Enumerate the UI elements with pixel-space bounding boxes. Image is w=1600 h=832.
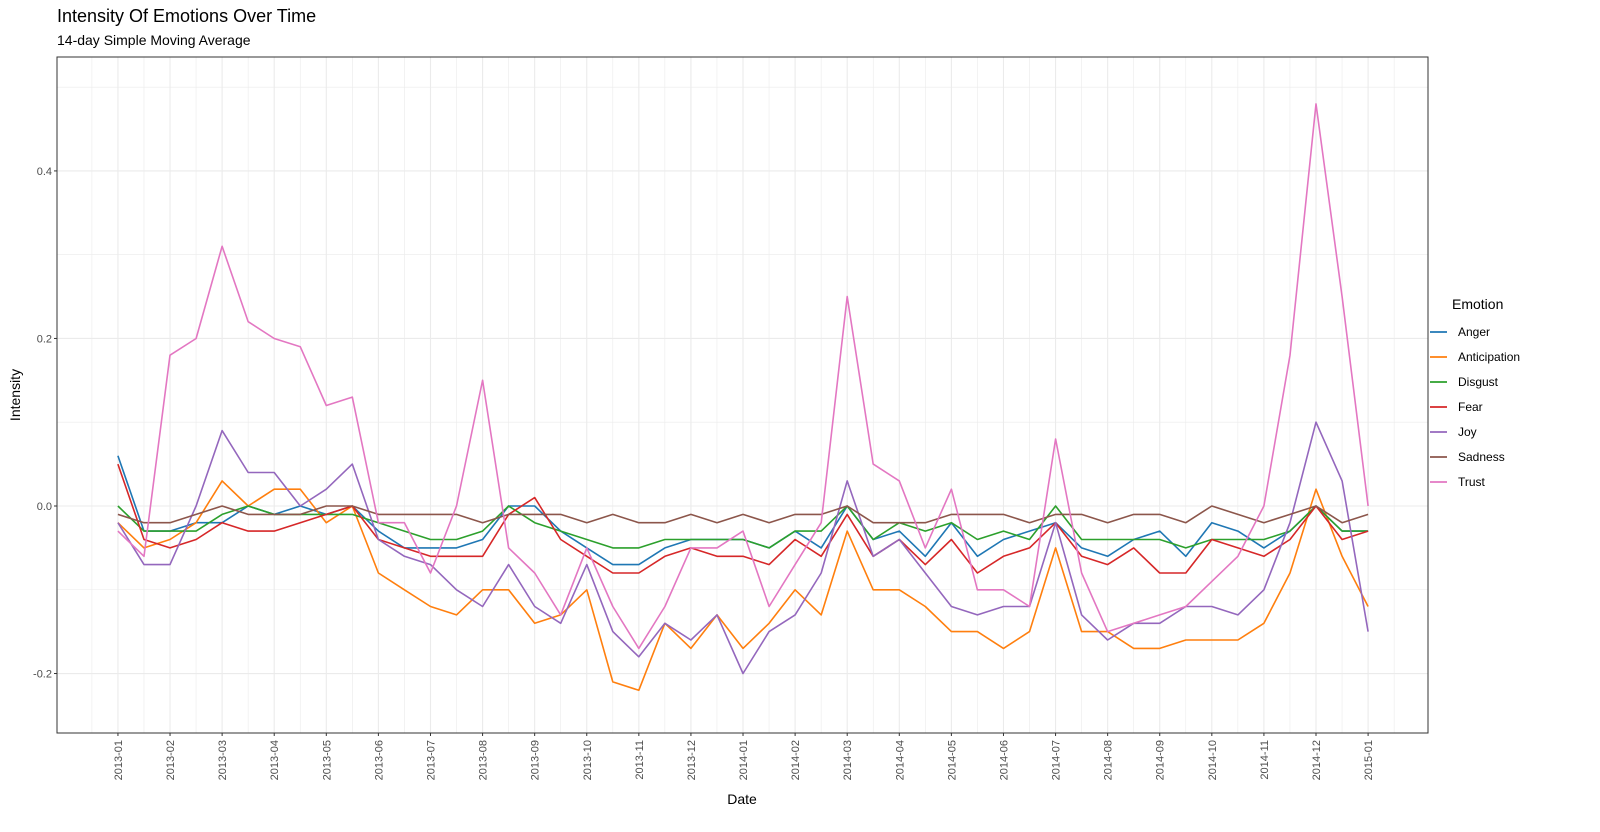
legend-label-sadness: Sadness [1458, 450, 1505, 464]
series-line-fear [117, 463, 1369, 574]
x-tick-label: 2013-03 [217, 740, 229, 780]
x-tick-label: 2013-02 [165, 740, 177, 780]
legend-label-disgust: Disgust [1458, 375, 1499, 389]
legend: Emotion Anger Anticipation Disgust Fear Joy S… [1430, 296, 1520, 489]
x-tick-label: 2013-09 [530, 740, 542, 780]
x-tick-label: 2014-02 [790, 740, 802, 780]
gridlines [57, 57, 1428, 733]
x-tick-label: 2014-01 [738, 740, 750, 780]
legend-title: Emotion [1452, 296, 1503, 312]
series-line-joy [117, 421, 1369, 675]
x-tick-label: 2013-11 [634, 740, 646, 780]
chart-subtitle: 14-day Simple Moving Average [57, 32, 251, 48]
legend-label-fear: Fear [1458, 400, 1483, 414]
legend-label-anger: Anger [1458, 325, 1490, 339]
y-tick-label: 0.4 [37, 166, 52, 178]
x-tick-label: 2015-01 [1363, 740, 1375, 780]
x-tick-label: 2014-10 [1207, 740, 1219, 780]
series-line-sadness [117, 505, 1369, 524]
x-axis-label: Date [727, 791, 757, 807]
x-tick-label: 2013-01 [113, 740, 125, 780]
series-line-trust [117, 103, 1369, 650]
y-tick-label: 0.0 [37, 501, 52, 513]
y-axis-label: Intensity [7, 369, 23, 421]
chart-title: Intensity Of Emotions Over Time [57, 6, 316, 26]
legend-label-trust: Trust [1458, 475, 1486, 489]
y-tick-label: -0.2 [33, 669, 52, 681]
series-line-anticipation [117, 480, 1369, 692]
x-tick-label: 2014-05 [946, 740, 958, 780]
x-tick-label: 2014-08 [1103, 740, 1115, 780]
legend-label-anticipation: Anticipation [1458, 350, 1520, 364]
x-tick-label: 2014-07 [1051, 740, 1063, 780]
plot-panel-border [56, 56, 1429, 734]
x-tick-label: 2013-05 [321, 740, 333, 780]
x-tick-label: 2013-07 [425, 740, 437, 780]
x-tick-label: 2013-10 [582, 740, 594, 780]
x-tick-label: 2014-09 [1155, 740, 1167, 780]
x-tick-label: 2014-12 [1311, 740, 1323, 780]
legend-label-joy: Joy [1458, 425, 1477, 439]
y-axis: -0.2 0.0 0.2 0.4 [33, 166, 57, 681]
x-tick-label: 2013-08 [478, 740, 490, 780]
x-tick-label: 2014-03 [842, 740, 854, 780]
x-tick-label: 2014-11 [1259, 740, 1271, 780]
x-tick-label: 2014-04 [894, 740, 906, 780]
x-tick-label: 2014-06 [998, 740, 1010, 780]
y-tick-label: 0.2 [37, 333, 52, 345]
x-tick-label: 2013-12 [686, 740, 698, 780]
x-axis: 2013-01 2013-02 2013-03 2013-04 2013-05 2013-… [113, 733, 1375, 780]
series-lines [117, 103, 1369, 692]
x-tick-label: 2013-06 [373, 740, 385, 780]
x-tick-label: 2013-04 [269, 740, 281, 780]
